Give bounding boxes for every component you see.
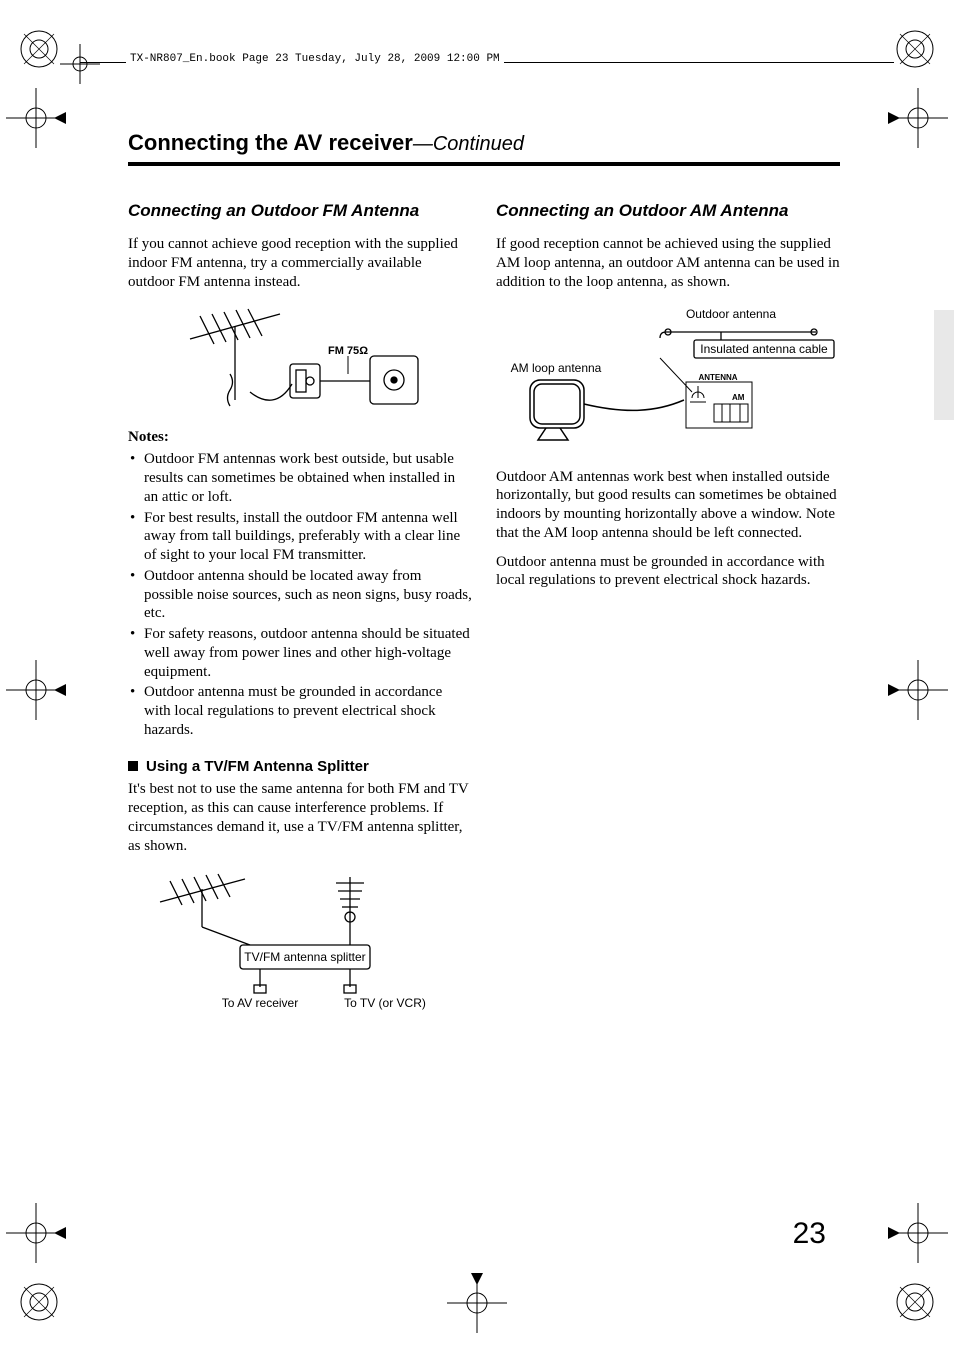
splitter-para: It's best not to use the same antenna fo… [128, 780, 472, 855]
splitter-heading: Using a TV/FM Antenna Splitter [128, 758, 472, 777]
splitter-heading-text: Using a TV/FM Antenna Splitter [146, 758, 369, 775]
note-item: Outdoor FM antennas work best outside, b… [128, 450, 472, 506]
printer-mark-br [894, 1281, 936, 1323]
page-content: Connecting the AV receiver—Continued Con… [128, 130, 840, 1031]
am-heading: Connecting an Outdoor AM Antenna [496, 200, 840, 221]
page-title-continued: —Continued [413, 133, 524, 155]
page-number: 23 [793, 1217, 826, 1251]
svg-text:TV/FM antenna splitter: TV/FM antenna splitter [244, 950, 365, 964]
fm-heading: Connecting an Outdoor FM Antenna [128, 200, 472, 221]
crop-mark-tl [6, 88, 66, 148]
crop-mark-mr [888, 660, 948, 720]
svg-text:To TV (or VCR): To TV (or VCR) [344, 996, 426, 1010]
crop-mark-tr [888, 88, 948, 148]
svg-text:To AV receiver: To AV receiver [222, 996, 298, 1010]
title-rule [128, 162, 840, 166]
crop-mark-bl [6, 1203, 66, 1263]
printer-mark-tr [894, 28, 936, 70]
svg-text:AM: AM [732, 393, 745, 402]
notes-label: Notes: [128, 428, 472, 447]
splitter-figure: TV/FM antenna splitter To AV receiver To… [128, 867, 472, 1017]
page-title-main: Connecting the AV receiver [128, 130, 413, 155]
fm-figure: FM 75Ω [128, 304, 472, 414]
crop-mark-header [60, 44, 100, 84]
fm-intro: If you cannot achieve good reception wit… [128, 235, 472, 291]
svg-text:ANTENNA: ANTENNA [698, 373, 737, 382]
right-column: Connecting an Outdoor AM Antenna If good… [496, 200, 840, 1031]
header-info: TX-NR807_En.book Page 23 Tuesday, July 2… [126, 53, 504, 65]
am-intro: If good reception cannot be achieved usi… [496, 235, 840, 291]
svg-text:FM 75Ω: FM 75Ω [328, 345, 368, 357]
crop-mark-ml [6, 660, 66, 720]
note-item: For safety reasons, outdoor antenna shou… [128, 625, 472, 681]
svg-text:Outdoor antenna: Outdoor antenna [686, 307, 776, 321]
svg-text:AM loop antenna: AM loop antenna [511, 361, 602, 375]
am-figure: Outdoor antenna Insulated antenna cable … [496, 304, 840, 454]
page-title: Connecting the AV receiver—Continued [128, 130, 840, 156]
note-item: For best results, install the outdoor FM… [128, 509, 472, 565]
printer-mark-tl [18, 28, 60, 70]
crop-mark-br2 [888, 1203, 948, 1263]
am-para2: Outdoor antenna must be grounded in acco… [496, 553, 840, 591]
am-para1: Outdoor AM antennas work best when insta… [496, 468, 840, 543]
note-item: Outdoor antenna must be grounded in acco… [128, 683, 472, 739]
printer-mark-bl [18, 1281, 60, 1323]
svg-text:Insulated antenna cable: Insulated antenna cable [700, 342, 828, 356]
left-column: Connecting an Outdoor FM Antenna If you … [128, 200, 472, 1031]
note-item: Outdoor antenna should be located away f… [128, 567, 472, 623]
square-bullet-icon [128, 761, 138, 771]
crop-mark-bc [447, 1273, 507, 1333]
notes-list: Outdoor FM antennas work best outside, b… [128, 450, 472, 739]
side-tab [934, 310, 954, 420]
